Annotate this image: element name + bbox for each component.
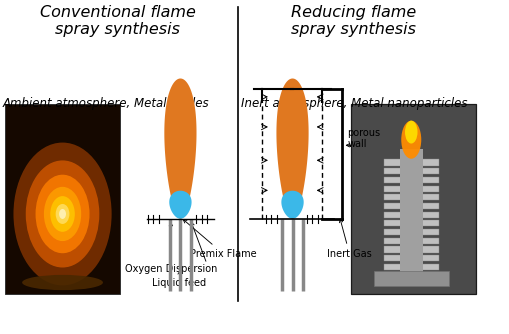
Polygon shape — [276, 78, 308, 219]
Ellipse shape — [22, 275, 103, 290]
FancyBboxPatch shape — [383, 220, 438, 226]
FancyBboxPatch shape — [383, 246, 438, 253]
FancyBboxPatch shape — [383, 229, 438, 235]
FancyBboxPatch shape — [5, 104, 120, 294]
FancyBboxPatch shape — [383, 203, 438, 209]
Text: Premix Flame: Premix Flame — [183, 219, 256, 259]
FancyBboxPatch shape — [383, 212, 438, 218]
Text: Conventional flame
spray synthesis: Conventional flame spray synthesis — [40, 5, 195, 37]
Polygon shape — [169, 191, 191, 219]
FancyBboxPatch shape — [373, 271, 448, 286]
Polygon shape — [281, 191, 303, 219]
FancyBboxPatch shape — [383, 238, 438, 244]
Text: Inert Gas: Inert Gas — [327, 219, 371, 259]
Text: Liquid feed: Liquid feed — [151, 271, 205, 288]
FancyBboxPatch shape — [399, 149, 421, 283]
Ellipse shape — [59, 209, 66, 219]
FancyBboxPatch shape — [383, 177, 438, 183]
Text: porous
wall: porous wall — [347, 128, 380, 149]
FancyBboxPatch shape — [351, 104, 475, 294]
Ellipse shape — [25, 160, 99, 268]
Ellipse shape — [13, 143, 111, 285]
Ellipse shape — [44, 187, 81, 241]
FancyBboxPatch shape — [383, 168, 438, 174]
FancyBboxPatch shape — [383, 255, 438, 261]
FancyBboxPatch shape — [383, 159, 438, 166]
Ellipse shape — [55, 204, 69, 224]
Ellipse shape — [36, 175, 90, 253]
Text: Reducing flame
spray synthesis: Reducing flame spray synthesis — [291, 5, 415, 37]
Text: Inert atmosphere, Metal nanoparticles: Inert atmosphere, Metal nanoparticles — [240, 97, 466, 110]
Ellipse shape — [404, 121, 417, 144]
Text: Ambient atmosphere, Metal oxides: Ambient atmosphere, Metal oxides — [3, 97, 209, 110]
FancyBboxPatch shape — [351, 104, 475, 294]
FancyBboxPatch shape — [383, 264, 438, 270]
FancyBboxPatch shape — [383, 186, 438, 192]
Polygon shape — [164, 78, 196, 219]
Text: Oxygen Dispersion: Oxygen Dispersion — [125, 222, 217, 274]
FancyBboxPatch shape — [383, 273, 438, 279]
FancyBboxPatch shape — [383, 194, 438, 200]
Ellipse shape — [50, 196, 75, 232]
Ellipse shape — [401, 121, 420, 159]
